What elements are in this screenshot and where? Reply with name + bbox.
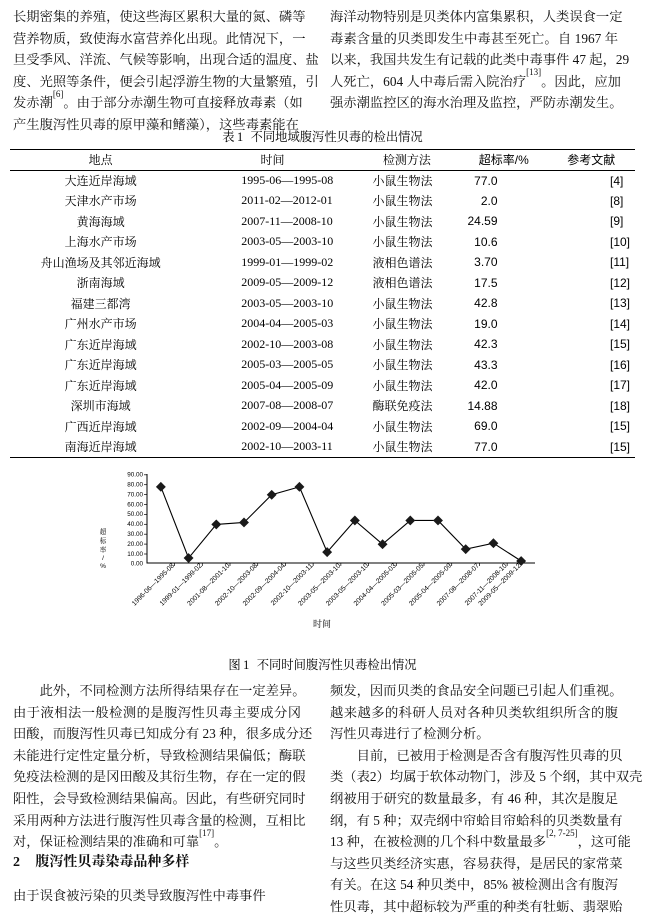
svg-text:50.00: 50.00 (127, 511, 143, 518)
svg-text:70.00: 70.00 (127, 491, 143, 498)
svg-text:超: 超 (100, 527, 107, 536)
svg-text:90.00: 90.00 (127, 472, 143, 479)
svg-text:60.00: 60.00 (127, 501, 143, 508)
svg-text:10.00: 10.00 (127, 551, 143, 558)
svg-text:率: 率 (100, 545, 107, 554)
svg-text:30.00: 30.00 (127, 531, 143, 538)
svg-text:40.00: 40.00 (127, 521, 143, 528)
svg-text:%: % (100, 563, 106, 570)
svg-text:80.00: 80.00 (127, 482, 143, 489)
svg-text:20.00: 20.00 (127, 541, 143, 548)
svg-text:0.00: 0.00 (131, 561, 144, 568)
svg-text:标: 标 (100, 536, 107, 545)
svg-text:时间: 时间 (313, 618, 331, 629)
svg-text:/: / (102, 555, 104, 562)
